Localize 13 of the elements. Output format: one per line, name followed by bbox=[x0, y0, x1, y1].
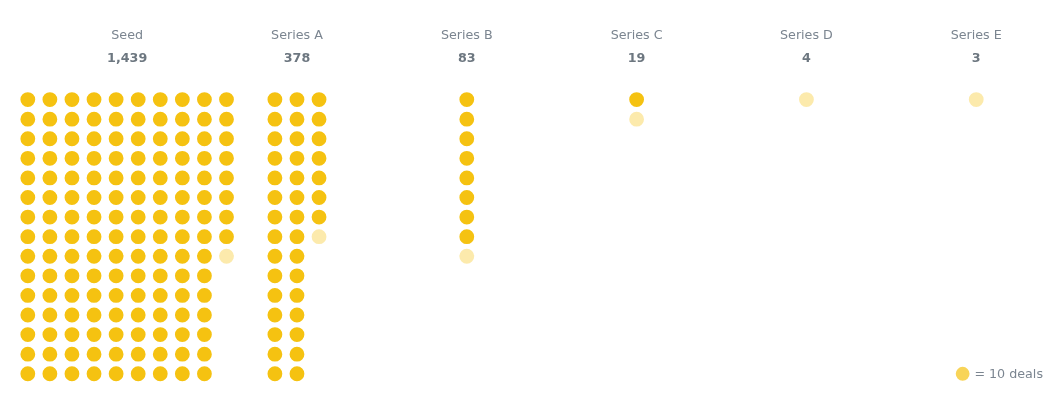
category-label: Series A bbox=[271, 26, 324, 42]
category-label: Series B bbox=[440, 26, 493, 42]
category-label: Seed bbox=[111, 26, 144, 42]
text: = 10 deals bbox=[974, 365, 1043, 381]
category-label: Series C bbox=[610, 26, 663, 42]
data-label: 1,439 bbox=[107, 50, 148, 66]
category-label: Series D bbox=[780, 26, 834, 42]
data-label: 3 bbox=[971, 50, 981, 66]
data-label: 83 bbox=[457, 50, 476, 66]
data-label: 378 bbox=[283, 50, 311, 66]
data-label: 19 bbox=[627, 50, 646, 66]
data-label: 4 bbox=[802, 50, 812, 66]
category-label: Series E bbox=[950, 26, 1002, 42]
